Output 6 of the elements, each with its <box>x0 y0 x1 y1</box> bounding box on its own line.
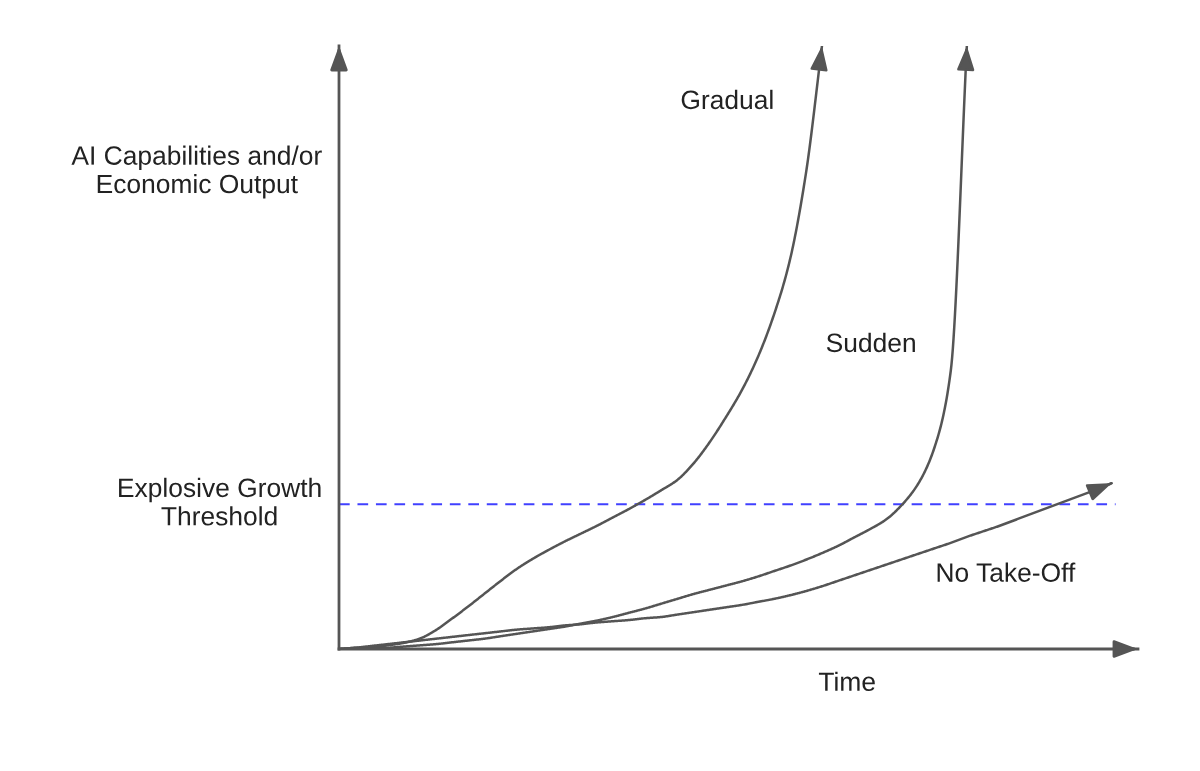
series-label: No Take-Off <box>937 562 1076 582</box>
x-axis-title: Time <box>818 671 875 692</box>
series-label: Sudden <box>826 332 915 353</box>
y-axis-title: AI Capabilities and/or Economic Output <box>71 145 322 199</box>
series-label: Gradual <box>681 89 773 110</box>
ref-line-label: Explosive Growth Threshold <box>119 477 321 526</box>
